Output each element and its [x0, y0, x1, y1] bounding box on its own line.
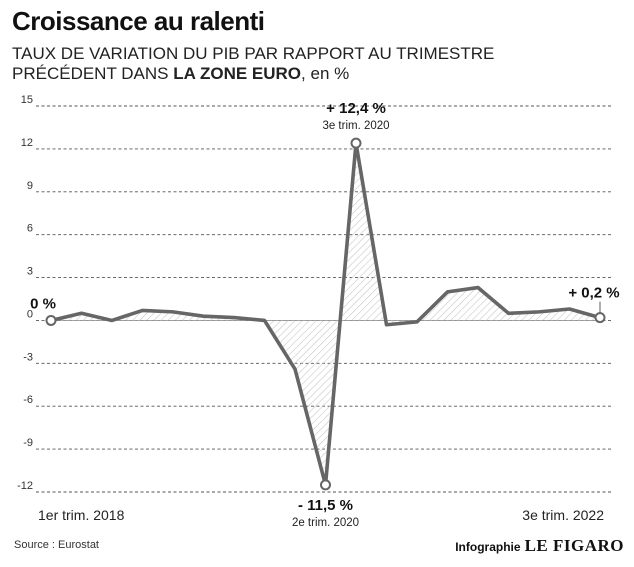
data-point-marker [45, 314, 57, 326]
subtitle-line2-pre: PRÉCÉDENT DANS [12, 64, 174, 83]
y-tick-label: 0 [27, 308, 33, 320]
subtitle-line1: TAUX DE VARIATION DU PIB PAR RAPPORT AU … [12, 44, 495, 63]
subtitle-line2-bold: LA ZONE EURO [173, 64, 302, 83]
credit-label: Infographie [455, 540, 521, 554]
marker-layer [45, 137, 606, 491]
data-sublabel: 2e trim. 2020 [292, 517, 359, 529]
label-layer: 0 % + 12,4 % 3e trim. 2020 - 11,5 % 2e trim.… [30, 100, 620, 529]
data-point-marker [350, 137, 362, 149]
data-point-marker [320, 479, 331, 491]
credit: Infographie LE FIGARO [455, 536, 624, 556]
grid-layer: 15 12 9 6 3 0 -3 -6 -9 -12 [17, 94, 612, 493]
y-tick-label: 9 [27, 180, 33, 192]
data-label: 0 % [30, 295, 56, 312]
y-tick-label: -6 [23, 394, 33, 406]
y-tick-label: 6 [27, 223, 33, 235]
y-tick-label: -9 [23, 437, 33, 449]
hatched-area [51, 143, 600, 485]
data-label: + 12,4 % [326, 100, 386, 117]
source-note: Source : Eurostat [14, 539, 99, 551]
area-layer [51, 143, 600, 485]
y-tick-label: -3 [23, 351, 33, 363]
x-tick-label-start: 1er trim. 2018 [38, 507, 125, 523]
chart-subtitle: TAUX DE VARIATION DU PIB PAR RAPPORT AU … [12, 44, 572, 84]
data-label: - 11,5 % [298, 497, 353, 514]
y-tick-label: 15 [21, 94, 33, 106]
data-sublabel: 3e trim. 2020 [322, 120, 389, 132]
chart-title: Croissance au ralenti [12, 6, 265, 36]
data-label: + 0,2 % [568, 285, 619, 302]
subtitle-line2-post: , en % [301, 64, 350, 83]
y-tick-label: 12 [21, 137, 33, 149]
x-tick-label-end: 3e trim. 2022 [522, 507, 604, 523]
brand-logo: LE FIGARO [524, 536, 624, 555]
y-tick-label: -12 [17, 480, 33, 492]
y-tick-label: 3 [27, 266, 33, 278]
data-point-marker [594, 312, 606, 324]
